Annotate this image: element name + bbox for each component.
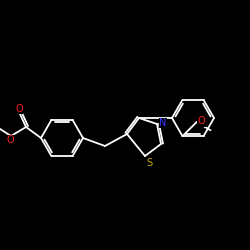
Text: O: O bbox=[6, 135, 14, 145]
Text: S: S bbox=[146, 158, 152, 168]
Text: N: N bbox=[159, 118, 167, 128]
Text: O: O bbox=[15, 104, 23, 114]
Text: O: O bbox=[198, 116, 205, 126]
